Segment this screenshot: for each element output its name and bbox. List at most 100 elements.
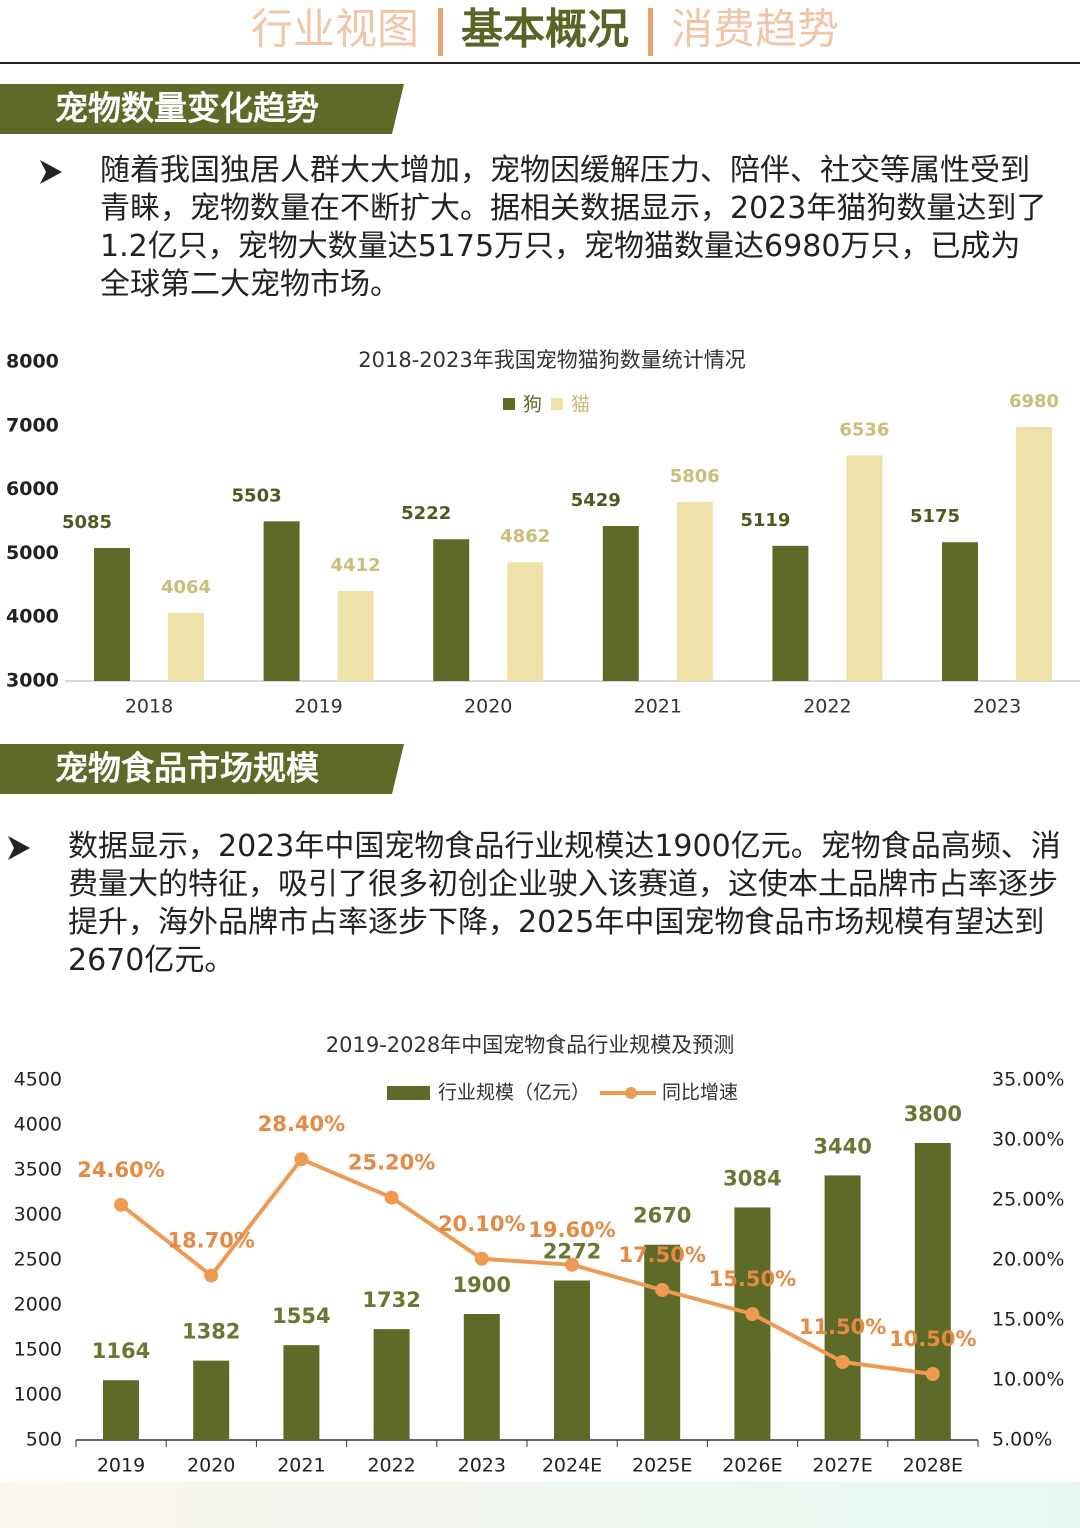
- bar: [433, 539, 470, 681]
- bar: [283, 1345, 320, 1440]
- y-tick-label: 3000: [6, 670, 59, 692]
- data-label: 5429: [571, 490, 621, 511]
- bar: [914, 1143, 951, 1440]
- data-label: 3800: [904, 1102, 962, 1126]
- legend-label: 同比增速: [662, 1082, 738, 1104]
- y2-tick-label: 5.00%: [992, 1429, 1052, 1451]
- section-banner: [0, 744, 404, 794]
- tab-separator: [648, 8, 653, 56]
- y-tick-label: 7000: [6, 414, 59, 436]
- y-tick-label: 3000: [14, 1204, 62, 1226]
- data-label: 11.50%: [799, 1315, 886, 1339]
- y2-tick-label: 35.00%: [992, 1069, 1064, 1091]
- legend-label: 行业规模（亿元）: [438, 1082, 590, 1104]
- x-tick-label: 2021: [634, 696, 682, 718]
- x-tick-label: 2023: [458, 1455, 506, 1477]
- data-label: 4064: [161, 577, 211, 598]
- data-label: 3440: [813, 1134, 871, 1158]
- data-label: 15.50%: [709, 1267, 796, 1291]
- point: [835, 1355, 850, 1369]
- data-label: 2670: [633, 1204, 691, 1228]
- data-label: 5806: [670, 466, 720, 487]
- x-tick-label: 2028E: [903, 1455, 963, 1477]
- data-label: 6980: [1009, 391, 1059, 412]
- y-tick-label: 2000: [14, 1294, 62, 1316]
- bullet: [8, 836, 30, 860]
- point: [565, 1257, 579, 1272]
- data-label: 1554: [272, 1304, 330, 1328]
- y-tick-label: 4500: [14, 1069, 62, 1091]
- section-title: 宠物数量变化趋势: [55, 89, 319, 128]
- bar: [734, 1207, 771, 1440]
- legend-label: 猫: [571, 394, 590, 416]
- data-label: 20.10%: [438, 1212, 525, 1236]
- point: [204, 1268, 219, 1283]
- tab-separator: [438, 8, 443, 56]
- data-label: 25.20%: [348, 1151, 435, 1175]
- bar: [602, 526, 639, 681]
- tab[interactable]: 行业视图: [251, 5, 419, 54]
- bar: [554, 1280, 590, 1440]
- data-label: 28.40%: [258, 1112, 345, 1136]
- data-label: 1164: [92, 1339, 150, 1363]
- point: [655, 1283, 670, 1297]
- x-tick-label: 2018: [125, 696, 173, 718]
- x-tick-label: 2023: [973, 696, 1021, 718]
- data-label: 5119: [740, 510, 790, 531]
- data-label: 5175: [910, 506, 960, 527]
- bar: [507, 562, 544, 681]
- bar: [772, 545, 809, 681]
- y-tick-label: 3500: [14, 1159, 62, 1181]
- data-label: 3084: [723, 1166, 781, 1190]
- bar: [942, 542, 978, 681]
- y-tick-label: 2500: [14, 1249, 62, 1271]
- tab[interactable]: 基本概况: [461, 5, 629, 54]
- x-tick-label: 2022: [803, 696, 851, 718]
- data-label: 4862: [500, 526, 550, 547]
- bar: [846, 455, 883, 681]
- y-tick-label: 4000: [14, 1114, 62, 1136]
- x-tick-label: 2025E: [632, 1455, 692, 1477]
- point: [114, 1197, 128, 1212]
- tab[interactable]: 消费趋势: [671, 5, 839, 54]
- data-label: 17.50%: [618, 1243, 705, 1267]
- section-banner: [0, 84, 404, 134]
- legend-swatch: [503, 398, 515, 410]
- data-label: 4412: [331, 555, 381, 576]
- y-tick-label: 1500: [14, 1339, 62, 1361]
- bar: [644, 1244, 681, 1440]
- y-tick-label: 6000: [6, 478, 59, 500]
- y-tick-label: 4000: [6, 606, 59, 628]
- legend-label: 狗: [523, 394, 542, 416]
- bar: [1016, 427, 1052, 681]
- bar: [168, 613, 204, 681]
- bullet: [40, 160, 62, 184]
- data-label: 5085: [62, 512, 112, 533]
- point: [474, 1251, 489, 1266]
- bar: [824, 1175, 861, 1440]
- point: [384, 1190, 399, 1205]
- data-label: 5503: [232, 485, 282, 506]
- x-tick-label: 2020: [464, 696, 512, 718]
- y-tick-label: 8000: [6, 351, 59, 373]
- point: [745, 1307, 760, 1321]
- bar: [676, 501, 713, 681]
- y2-tick-label: 10.00%: [992, 1369, 1064, 1391]
- section-title: 宠物食品市场规模: [55, 749, 320, 788]
- paragraph: 数据显示，2023年中国宠物食品行业规模达1900亿元。宠物食品高频、消费量大的…: [68, 829, 1061, 978]
- legend-marker: [625, 1087, 637, 1099]
- bar: [263, 521, 300, 681]
- x-tick-label: 2019: [294, 696, 342, 718]
- legend-swatch: [551, 398, 563, 410]
- x-tick-label: 2026E: [722, 1455, 782, 1477]
- bar: [94, 547, 130, 681]
- line: [119, 1156, 934, 1376]
- y-tick-label: 5000: [6, 542, 59, 564]
- x-tick-label: 2024E: [542, 1455, 602, 1477]
- chart-title: 2018-2023年我国宠物猫狗数量统计情况: [358, 348, 745, 372]
- data-label: 1900: [453, 1273, 511, 1297]
- x-tick-label: 2022: [367, 1455, 415, 1477]
- data-label: 10.50%: [889, 1327, 976, 1351]
- bar: [337, 590, 374, 681]
